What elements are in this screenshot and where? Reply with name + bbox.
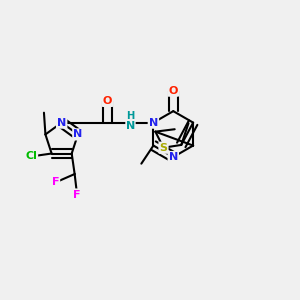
Text: N: N xyxy=(126,121,135,130)
Text: H: H xyxy=(126,111,135,121)
Text: N: N xyxy=(169,152,178,162)
Text: F: F xyxy=(52,178,59,188)
Text: O: O xyxy=(169,85,178,96)
Text: F: F xyxy=(73,190,81,200)
Text: O: O xyxy=(103,96,112,106)
Text: N: N xyxy=(57,118,66,128)
Text: N: N xyxy=(149,118,158,128)
Text: S: S xyxy=(160,143,167,153)
Text: Cl: Cl xyxy=(25,152,37,161)
Text: N: N xyxy=(73,129,83,140)
